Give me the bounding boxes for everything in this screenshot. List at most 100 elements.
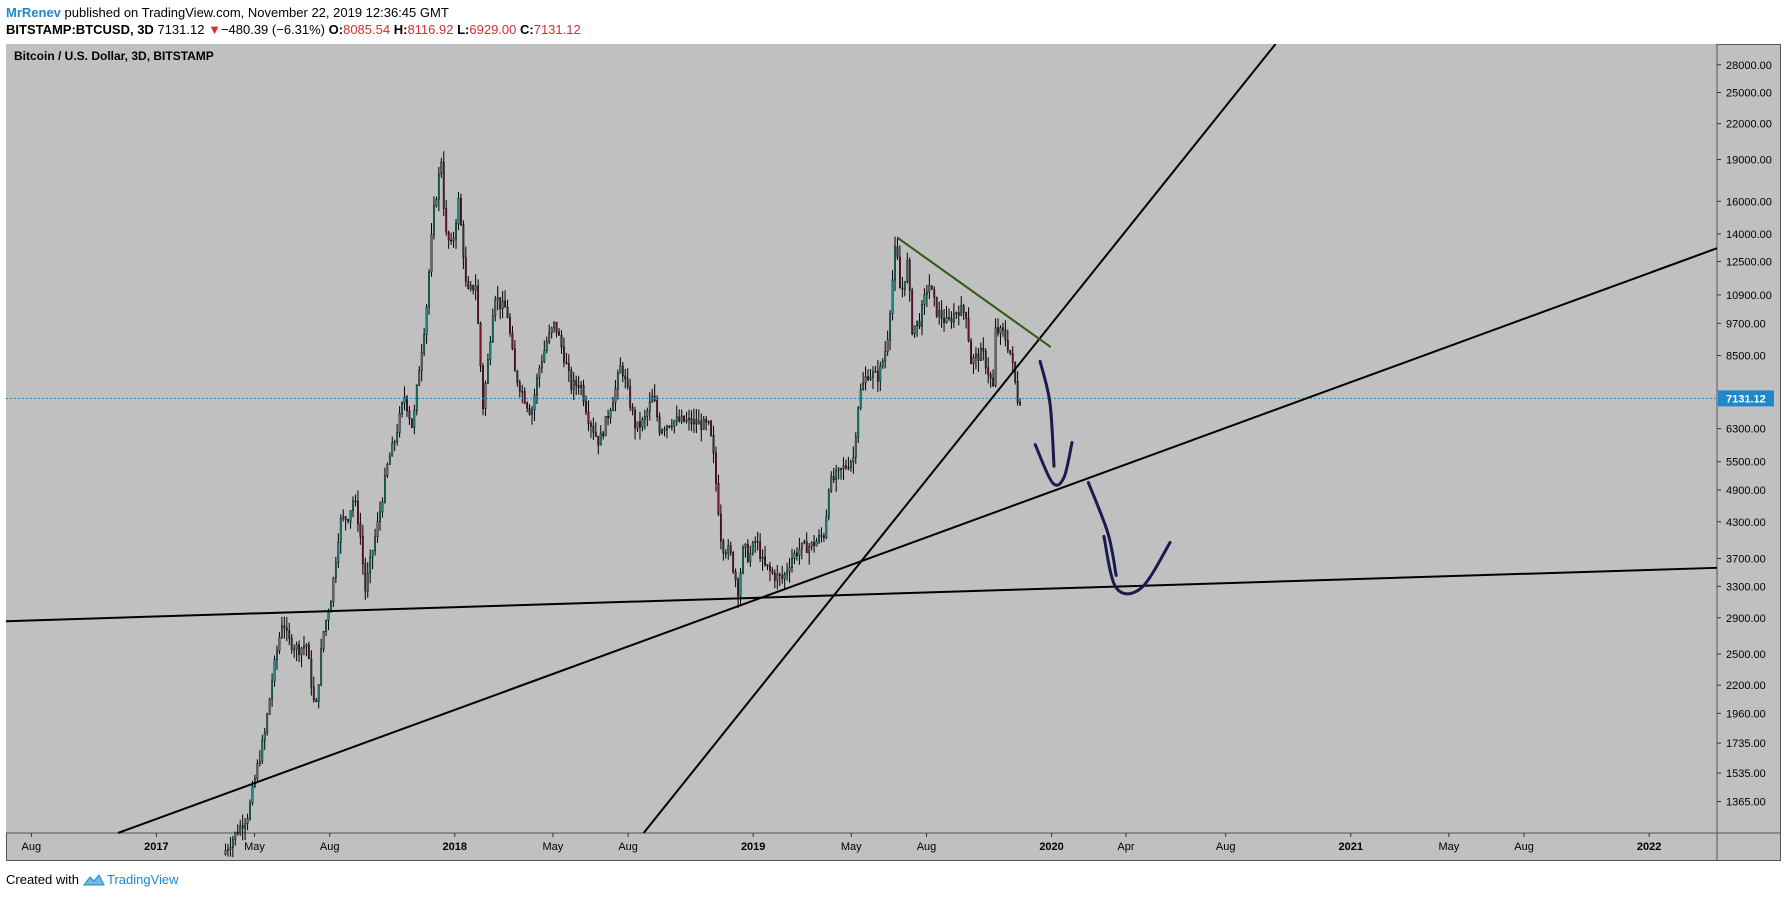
candle-body: [246, 818, 249, 824]
price-chart[interactable]: 28000.00 25000.00 22000.00 19000.00 16000.00…: [6, 44, 1781, 861]
candle-body: [791, 558, 793, 568]
candle-body: [526, 402, 529, 409]
candle-body: [874, 370, 877, 373]
candle-body: [442, 161, 445, 209]
close-label: C:: [520, 22, 534, 37]
candle-body: [266, 714, 269, 734]
candle-body: [486, 359, 489, 384]
candle-body: [410, 418, 413, 428]
candle-body: [1011, 353, 1014, 363]
drawn-arrow-down-1[interactable]: [1038, 359, 1056, 468]
candle-body: [972, 357, 975, 365]
candle-body: [271, 681, 274, 700]
candle-body: [813, 542, 816, 547]
candle-body: [565, 361, 568, 364]
candle-body: [558, 331, 560, 336]
candle-body: [670, 425, 673, 428]
candle-body: [231, 839, 234, 848]
candle-body: [278, 637, 281, 652]
candle-body: [303, 646, 305, 649]
candle-body: [783, 573, 786, 579]
candle-body: [543, 350, 546, 363]
candle-body: [862, 382, 865, 390]
candle-body: [746, 543, 749, 562]
candle-body: [300, 647, 303, 656]
time-tick-label: 2021: [1339, 841, 1363, 853]
drawn-curve-bounce-2[interactable]: [1102, 534, 1172, 596]
candle-body: [688, 418, 690, 420]
candle-body: [778, 573, 781, 576]
price-axis[interactable]: 28000.00 25000.00 22000.00 19000.00 16000.00…: [1717, 60, 1772, 809]
candle-body: [325, 620, 327, 632]
price-tick-label: 6300.00: [1726, 424, 1766, 436]
price-tick-label: 1535.00: [1726, 768, 1766, 780]
time-tick-label: 2019: [741, 841, 765, 853]
candle-body: [585, 401, 587, 413]
candle-body: [339, 518, 342, 543]
candle-body: [413, 410, 416, 428]
candle-body: [788, 567, 791, 572]
candle-body: [800, 542, 803, 550]
time-tick-label: Apr: [1117, 841, 1134, 853]
candle-body: [509, 317, 511, 334]
candle-body: [697, 420, 700, 425]
plot-area[interactable]: [6, 44, 1717, 833]
candle-body: [553, 321, 556, 329]
candle-body: [683, 415, 686, 422]
candle-body: [249, 802, 251, 819]
candle-body: [982, 347, 985, 352]
candle-body: [805, 541, 808, 554]
price-tick-label: 12500.00: [1726, 257, 1772, 269]
candle-body: [256, 763, 259, 779]
candle-body: [742, 547, 744, 573]
publish-line: MrRenev published on TradingView.com, No…: [6, 4, 581, 21]
candle-body: [268, 698, 271, 715]
candle-body: [538, 367, 541, 379]
candle-body: [352, 500, 354, 511]
candle-body: [415, 385, 418, 411]
last-price-badge-bg: [1718, 390, 1774, 407]
candle-body: [827, 490, 830, 518]
author-link[interactable]: MrRenev: [6, 5, 61, 20]
candle-body: [898, 256, 901, 289]
tradingview-link[interactable]: TradingView: [82, 872, 179, 887]
candle-body: [393, 441, 396, 444]
rising-support-line[interactable]: [117, 247, 1718, 834]
candle-body: [337, 541, 340, 563]
steep-rising-line[interactable]: [642, 44, 1277, 834]
candle-body: [445, 208, 448, 233]
candle-body: [536, 377, 538, 396]
candle-body: [997, 327, 999, 334]
candle-body: [582, 384, 585, 402]
candle-body: [911, 290, 914, 334]
candle-body: [643, 416, 646, 420]
candle-body: [945, 317, 948, 323]
price-tick-label: 2900.00: [1726, 613, 1766, 625]
drawn-curve-bounce-1[interactable]: [1033, 441, 1074, 487]
candle-body: [867, 376, 869, 380]
candle-body: [366, 572, 369, 592]
price-tick-label: 3700.00: [1726, 553, 1766, 565]
candle-body: [1006, 339, 1009, 351]
candle-body: [744, 543, 747, 548]
candle-body: [298, 644, 300, 656]
candle-body: [320, 648, 323, 685]
candle-body: [276, 650, 278, 660]
candle-body: [428, 271, 430, 308]
candle-body: [381, 501, 384, 513]
candle-body: [435, 198, 438, 207]
descending-resistance[interactable]: [896, 236, 1052, 348]
candle-body: [916, 320, 919, 327]
candle-body: [798, 548, 801, 556]
candle-body: [425, 306, 428, 335]
long-horizontal-support[interactable]: [6, 566, 1718, 623]
candle-body: [440, 161, 443, 175]
candle-body: [418, 370, 421, 386]
candle-body: [342, 516, 345, 519]
candle-body: [820, 535, 823, 537]
drawn-arrow-down-2[interactable]: [1086, 481, 1118, 577]
candle-body: [479, 323, 482, 367]
time-axis[interactable]: Aug 2017 May Aug 2018 May Aug 2019 May Aug 2020 Apr…: [22, 833, 1662, 853]
time-tick-label: May: [1438, 841, 1459, 853]
candle-body: [825, 516, 828, 538]
